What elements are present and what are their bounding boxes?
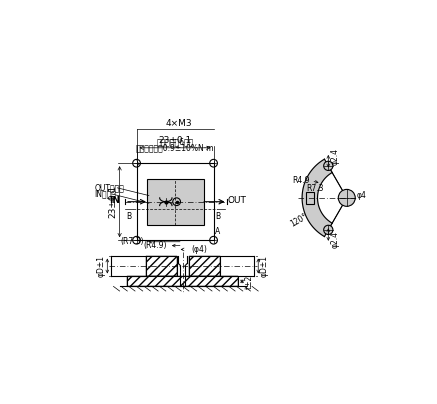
Bar bbox=[127, 276, 238, 286]
Text: t±2: t±2 bbox=[244, 274, 253, 288]
Text: R4.9: R4.9 bbox=[292, 177, 310, 185]
Text: 23±0.1: 23±0.1 bbox=[108, 185, 117, 218]
Circle shape bbox=[324, 161, 333, 170]
Text: φ4: φ4 bbox=[357, 191, 367, 200]
Text: 23±0.1: 23±0.1 bbox=[159, 136, 192, 145]
Circle shape bbox=[338, 189, 355, 206]
Text: φD±1: φD±1 bbox=[260, 255, 269, 277]
Text: R7.3: R7.3 bbox=[306, 184, 323, 193]
Text: φ2.4: φ2.4 bbox=[331, 231, 340, 248]
Text: 120°: 120° bbox=[289, 212, 309, 229]
Text: φ2.4: φ2.4 bbox=[331, 148, 340, 165]
Bar bbox=[127, 276, 238, 286]
Bar bbox=[137, 163, 214, 240]
Text: OUT: OUT bbox=[227, 196, 246, 205]
Text: IN: IN bbox=[110, 196, 121, 205]
Text: 締付トルク：0.9±10%N·m: 締付トルク：0.9±10%N·m bbox=[136, 143, 214, 152]
Text: 4×M3: 4×M3 bbox=[166, 119, 192, 128]
Polygon shape bbox=[302, 159, 332, 236]
Bar bbox=[146, 179, 204, 225]
Text: B: B bbox=[126, 213, 132, 221]
Bar bbox=[146, 256, 177, 276]
Text: INポート: INポート bbox=[94, 189, 116, 198]
Text: B: B bbox=[215, 213, 220, 221]
Bar bbox=[189, 256, 220, 276]
Text: (R7.3): (R7.3) bbox=[121, 237, 144, 246]
Text: A: A bbox=[215, 227, 220, 236]
Text: ねじ深さ：6以上: ねじ深さ：6以上 bbox=[156, 137, 194, 146]
Text: φD±1: φD±1 bbox=[97, 255, 106, 277]
Bar bbox=[146, 256, 177, 276]
Text: (R4.9): (R4.9) bbox=[144, 241, 167, 250]
Text: OUTポート: OUTポート bbox=[94, 183, 124, 192]
Bar bbox=[189, 256, 220, 276]
Bar bbox=[306, 192, 314, 204]
Text: (φ4): (φ4) bbox=[191, 245, 207, 254]
Circle shape bbox=[324, 225, 333, 234]
